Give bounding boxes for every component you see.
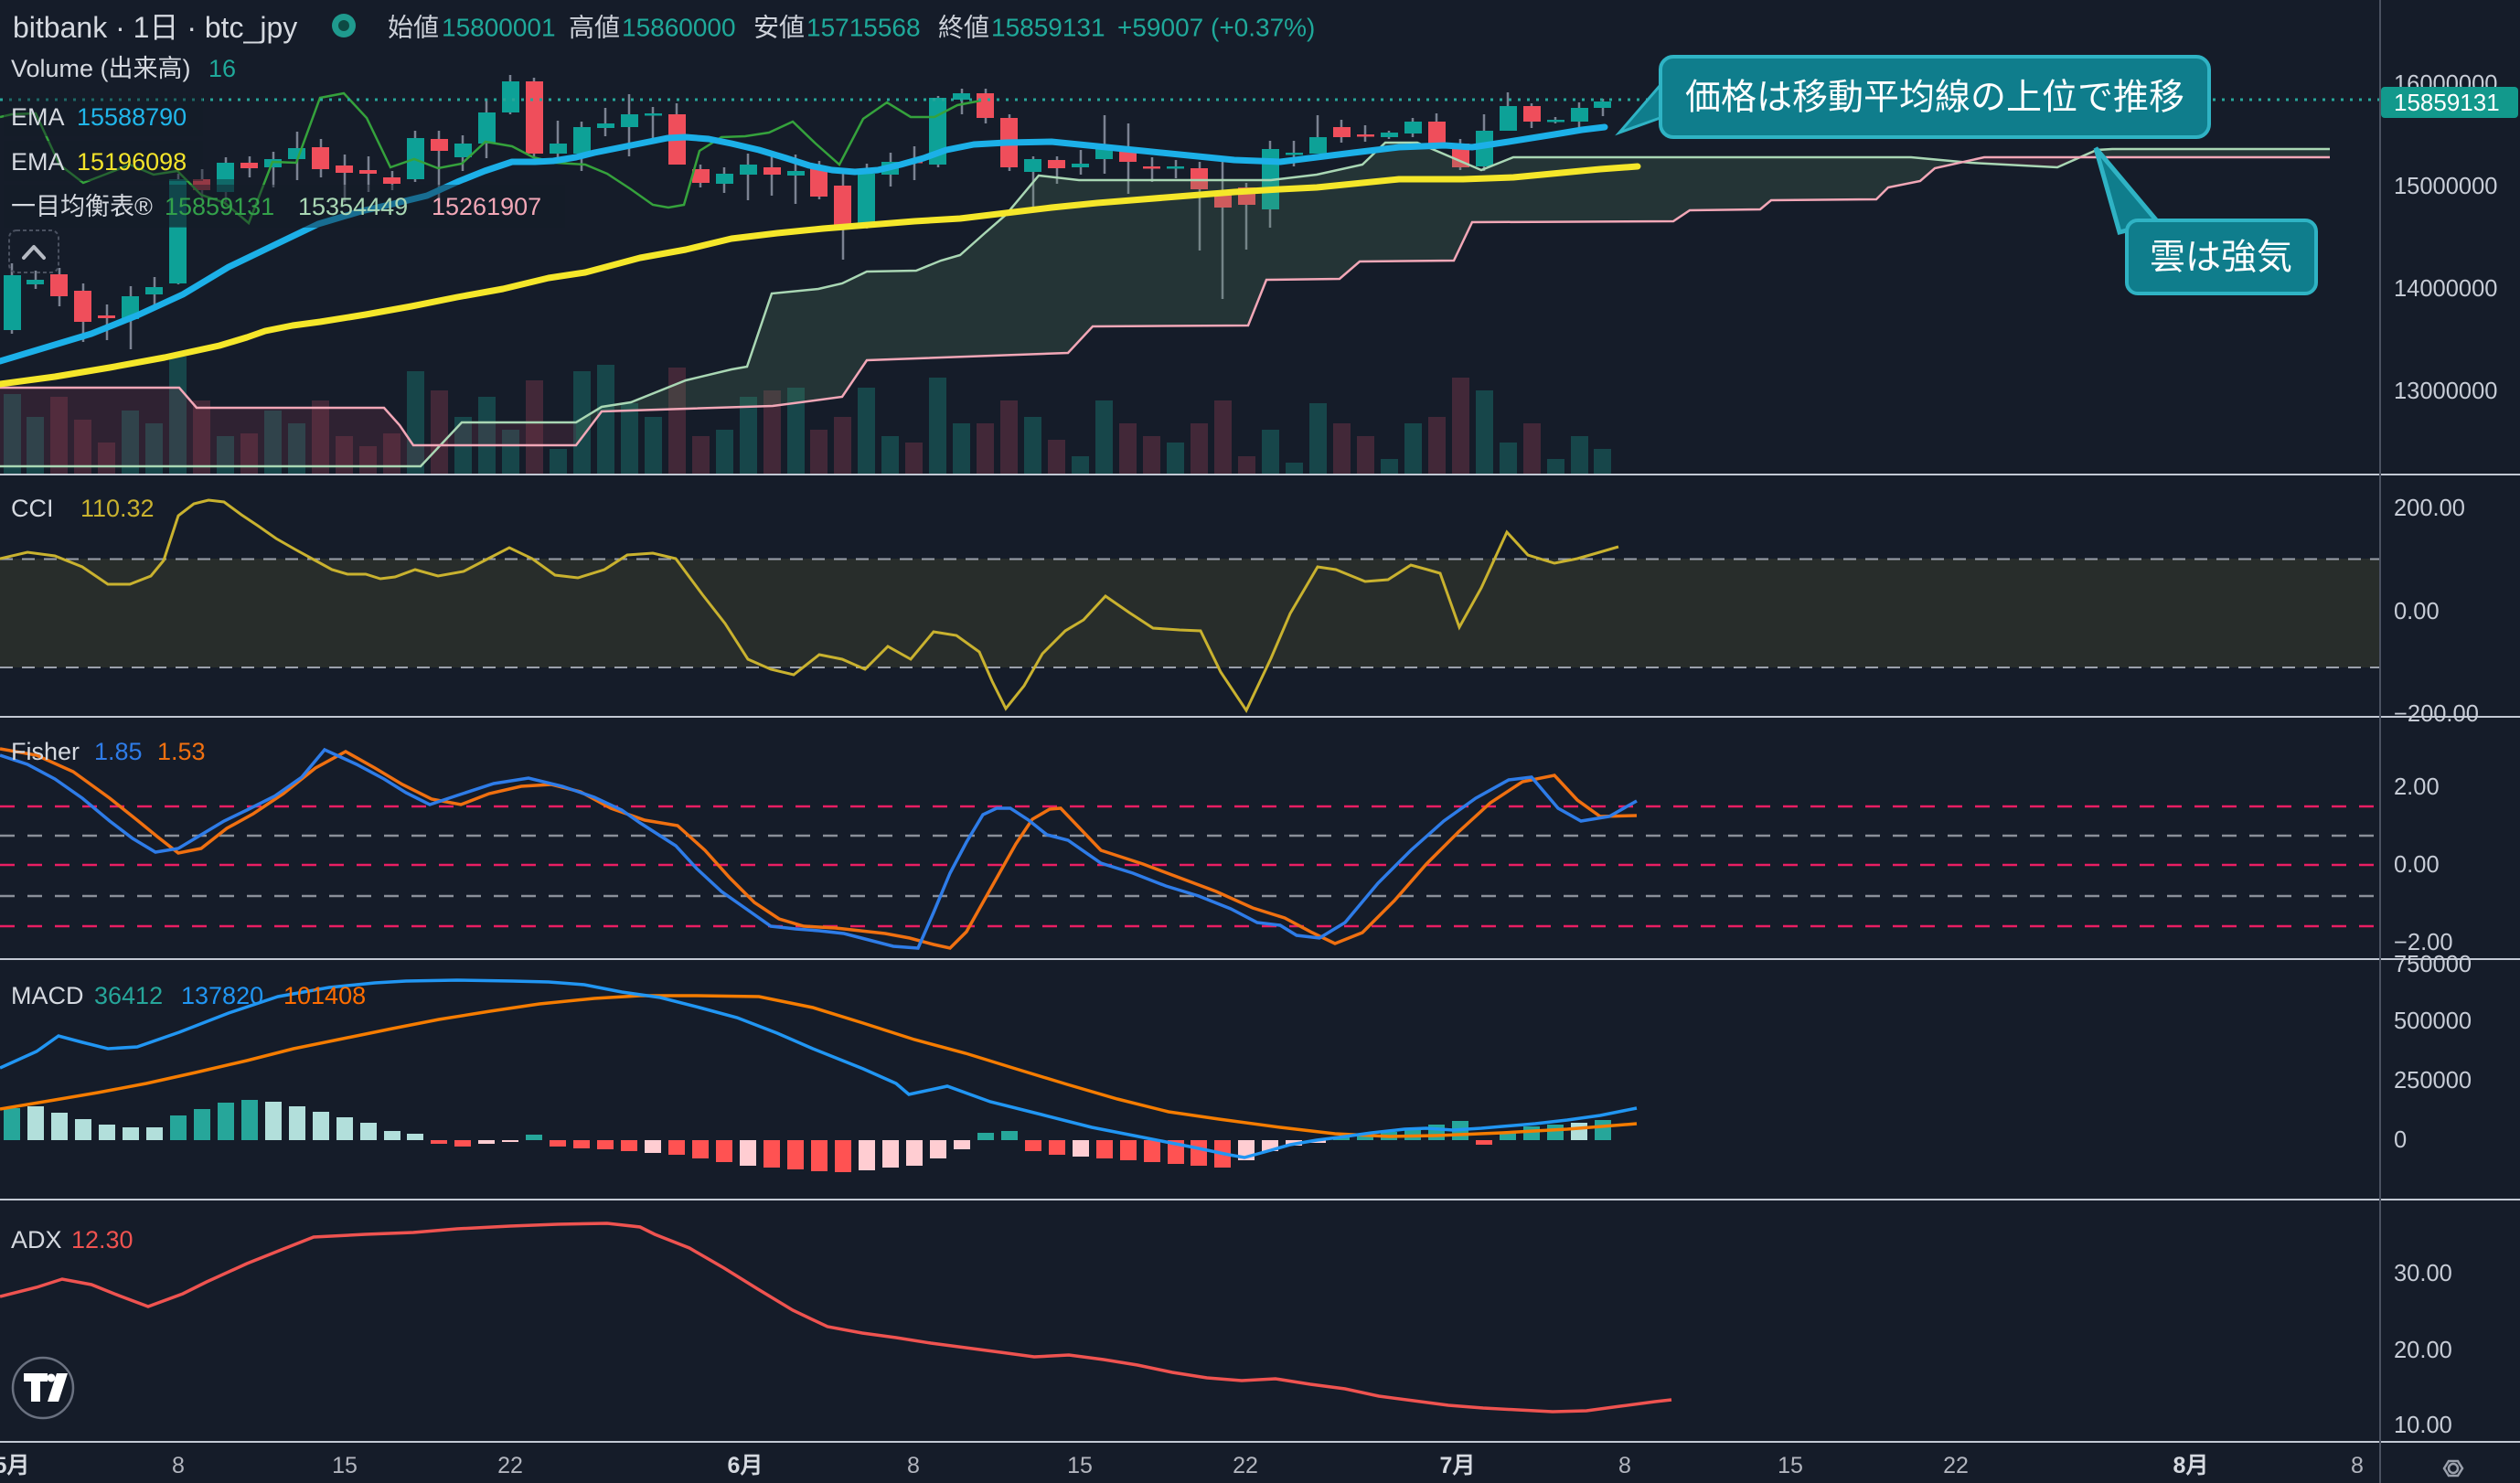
svg-text:CCI: CCI	[11, 495, 54, 522]
svg-text:500000: 500000	[2394, 1008, 2472, 1034]
svg-text:15196098: 15196098	[77, 148, 187, 176]
svg-text:ADX: ADX	[11, 1226, 62, 1254]
svg-text:200.00: 200.00	[2394, 496, 2465, 521]
svg-text:20.00: 20.00	[2394, 1338, 2452, 1363]
svg-text:15588790: 15588790	[77, 103, 187, 131]
svg-text:Volume (出来高): Volume (出来高)	[11, 55, 191, 82]
svg-text:22: 22	[1233, 1453, 1258, 1478]
svg-text:0.00: 0.00	[2394, 599, 2440, 624]
svg-text:7月: 7月	[1440, 1453, 1476, 1478]
svg-text:2.00: 2.00	[2394, 774, 2440, 800]
svg-text:MACD: MACD	[11, 982, 84, 1009]
svg-text:Fisher: Fisher	[11, 738, 80, 765]
svg-text:−2.00: −2.00	[2394, 930, 2453, 955]
svg-text:22: 22	[1943, 1453, 1969, 1478]
svg-text:8: 8	[907, 1453, 920, 1478]
svg-text:EMA: EMA	[11, 103, 65, 131]
svg-text:安値: 安値	[753, 14, 805, 42]
svg-text:750000: 750000	[2394, 952, 2472, 977]
svg-text:雲は強気: 雲は強気	[2150, 239, 2292, 278]
svg-text:12.30: 12.30	[71, 1226, 133, 1254]
svg-text:110.32: 110.32	[80, 495, 155, 522]
svg-text:8: 8	[2351, 1453, 2364, 1478]
svg-text:15: 15	[332, 1453, 358, 1478]
svg-text:36412: 36412	[94, 982, 163, 1009]
svg-text:始値: 始値	[388, 14, 439, 42]
svg-text:15261907: 15261907	[432, 193, 541, 220]
svg-text:価格は移動平均線の上位で推移: 価格は移動平均線の上位で推移	[1685, 79, 2184, 118]
svg-text:22: 22	[497, 1453, 523, 1478]
svg-text:13000000: 13000000	[2394, 379, 2497, 404]
svg-text:15: 15	[1778, 1453, 1803, 1478]
svg-text:1.53: 1.53	[157, 738, 206, 765]
svg-text:137820: 137820	[181, 982, 263, 1009]
svg-text:250000: 250000	[2394, 1068, 2472, 1094]
svg-text:15354449: 15354449	[298, 193, 408, 220]
svg-text:10.00: 10.00	[2394, 1413, 2452, 1438]
svg-text:16: 16	[208, 55, 236, 82]
svg-text:15: 15	[1067, 1453, 1093, 1478]
svg-text:終値: 終値	[938, 14, 989, 42]
svg-text:EMA: EMA	[11, 148, 65, 176]
svg-text:15860000: 15860000	[622, 14, 736, 42]
svg-text:+59007 (+0.37%): +59007 (+0.37%)	[1117, 14, 1315, 42]
svg-text:5月: 5月	[0, 1453, 29, 1478]
svg-text:−200.00: −200.00	[2394, 701, 2479, 727]
svg-text:1.85: 1.85	[94, 738, 143, 765]
svg-text:14000000: 14000000	[2394, 276, 2497, 302]
svg-text:0: 0	[2394, 1127, 2407, 1153]
svg-text:bitbank · 1日 · btc_jpy: bitbank · 1日 · btc_jpy	[13, 11, 297, 44]
svg-text:101408: 101408	[283, 982, 366, 1009]
svg-text:一目均衡表®: 一目均衡表®	[11, 193, 153, 220]
svg-text:8月: 8月	[2173, 1453, 2209, 1478]
svg-text:高値: 高値	[569, 14, 620, 42]
svg-text:0.00: 0.00	[2394, 852, 2440, 878]
svg-text:8: 8	[172, 1453, 185, 1478]
svg-text:8: 8	[1618, 1453, 1631, 1478]
svg-text:15859131: 15859131	[991, 14, 1105, 42]
svg-text:15859131: 15859131	[165, 193, 274, 220]
svg-text:30.00: 30.00	[2394, 1261, 2452, 1286]
svg-text:15000000: 15000000	[2394, 174, 2497, 199]
svg-text:6月: 6月	[728, 1453, 763, 1478]
svg-text:15715568: 15715568	[806, 14, 921, 42]
svg-text:15859131: 15859131	[2394, 89, 2500, 116]
svg-text:15800001: 15800001	[442, 14, 556, 42]
